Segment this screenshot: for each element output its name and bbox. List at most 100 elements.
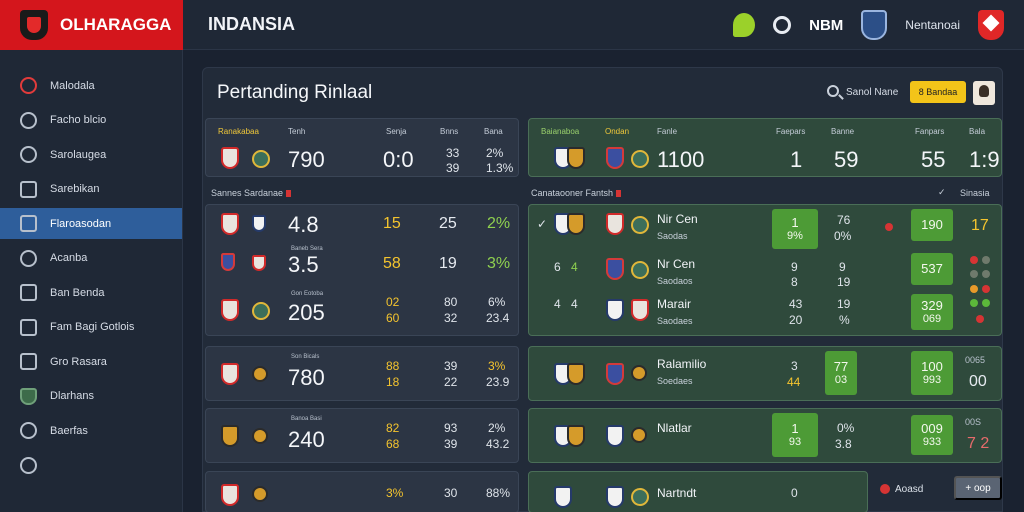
check-icon: ✓ [537, 217, 548, 231]
sidebar-item-5[interactable]: Acanba [0, 243, 182, 274]
shield-icon[interactable] [861, 10, 888, 40]
team-crest-icon [221, 484, 239, 506]
chevron-down-icon[interactable]: ✓ [938, 187, 946, 197]
odds-box[interactable]: 190 [911, 209, 953, 241]
match-stat: 25 [439, 215, 457, 232]
team-name: Marair [657, 297, 692, 311]
sidebar-item-6[interactable]: Ban Benda [0, 277, 182, 308]
match-stat: 18 [386, 375, 400, 389]
avatar[interactable] [973, 81, 995, 105]
team-crest-icon [631, 365, 647, 381]
odds-box[interactable]: 77 03 [825, 351, 857, 395]
sidebar-item-2[interactable]: Sarolaugea [0, 139, 182, 170]
sidebar-item-label: Fam Bagi Gotlois [50, 321, 135, 333]
team-crest-icon [252, 428, 268, 444]
col-header: Senja [386, 127, 407, 136]
right-match-group[interactable]: ✓ Nir Cen Saodas 1 9% 76 0% 190 17 6 4 Nr… [528, 204, 1002, 336]
team-crest-icon [606, 147, 624, 169]
left-match-card[interactable]: Son Bicals 780 88 18 39 22 3% 23.9 [205, 346, 519, 401]
match-value: 205 [288, 300, 325, 325]
odds-top: 1 [791, 215, 799, 230]
sidebar-item-7[interactable]: Fam Bagi Gotlois [0, 312, 182, 343]
sidebar-item-help[interactable] [0, 450, 182, 481]
col-header: Ranakabaa [218, 127, 259, 136]
user-name[interactable]: Nentanoai [905, 18, 960, 32]
club-crest-icon [20, 10, 48, 40]
team-crest-icon [221, 213, 239, 235]
sidebar-item-3[interactable]: Sarebikan [0, 174, 182, 205]
team-crest-icon [606, 363, 624, 385]
match-stat: 82 [386, 421, 400, 435]
team-crest-icon [221, 253, 235, 271]
team-crest-icon [221, 425, 239, 447]
sidebar-item-label: Sarebikan [50, 183, 100, 195]
filter-button[interactable]: 8 Bandaa [910, 81, 966, 103]
match-stat: 3% [386, 486, 404, 500]
match-stat: 6% [488, 295, 506, 309]
stat-value: 0065 [965, 355, 986, 365]
stat-value: 39 [446, 161, 460, 175]
team-sub: Saodaes [657, 316, 693, 326]
team-crest-icon [252, 215, 266, 232]
left-summary-card[interactable]: Ranakabaa Tenh Senja Bnns Bana 790 0:0 3… [205, 118, 519, 177]
right-summary-card[interactable]: Baianaboa Ondan Fanle Faepars Banne Fanp… [528, 118, 1002, 177]
sidebar-item-9[interactable]: Dlarhans [0, 381, 182, 412]
odds-box[interactable]: 1 9% [772, 209, 818, 249]
left-match-card[interactable]: 3% 30 88% [205, 471, 519, 512]
team-crest-icon [567, 425, 585, 447]
team-crest-icon [631, 488, 649, 506]
team-crest-icon [554, 486, 572, 508]
leaf-icon[interactable] [733, 13, 756, 37]
summary-value: 1100 [657, 147, 705, 172]
match-stat: 3% [488, 359, 506, 373]
header-code[interactable]: NBM [809, 16, 844, 34]
match-value: 3.5 [288, 252, 319, 277]
stat-value: 7 2 [967, 435, 990, 452]
left-match-card[interactable]: Banoa Basi 240 82 68 93 39 2% 43.2 [205, 408, 519, 463]
stat-value: 19 [837, 275, 851, 289]
match-stat: 2% [487, 215, 511, 232]
right-match-card[interactable]: Ralamilio Soedaes 3 44 77 03 100 993 0065 … [528, 346, 1002, 401]
red-shield-icon[interactable] [978, 10, 1004, 40]
sidebar-item-10[interactable]: Baerfas [0, 415, 182, 446]
sidebar-item-8[interactable]: Gro Rasara [0, 346, 182, 377]
section-label-right: Canataooner Fantsh [531, 188, 622, 198]
status-dot [885, 223, 893, 231]
sidebar-item-0[interactable]: Malodala [0, 70, 182, 101]
search-icon[interactable] [827, 85, 839, 97]
ring-icon[interactable] [773, 16, 792, 34]
odds-bottom: 933 [922, 436, 942, 448]
right-match-card[interactable]: Nlatlar 1 93 0% 3.8 009 933 00S 7 2 [528, 408, 1002, 463]
odds-box[interactable]: 537 [911, 253, 953, 285]
shield-outline-icon [20, 111, 37, 129]
odds-box[interactable]: 1 93 [772, 413, 818, 457]
match-stat: 58 [383, 255, 401, 272]
document-icon [20, 180, 37, 198]
add-button[interactable]: + oop [954, 476, 1002, 500]
summary-value: 1 [790, 147, 803, 172]
odds-box[interactable]: 329 069 [911, 294, 953, 330]
status-dot [970, 285, 978, 293]
left-match-group[interactable]: 4.8 15 25 2% Baneb Sera 3.5 58 19 3% Gon… [205, 204, 519, 336]
row-label: Baneb Sera [291, 246, 323, 252]
right-match-card[interactable]: Nartndt 0 [528, 471, 868, 512]
target-icon [20, 77, 37, 94]
stat-value: 2% [486, 146, 504, 160]
stat-value: 33 [446, 146, 460, 160]
match-stat: 32 [444, 311, 458, 325]
team-sub: Saodaos [657, 276, 693, 286]
sidebar-item-4[interactable]: Flaroasodan [0, 208, 182, 239]
team-crest-icon [606, 258, 624, 280]
team-crest-icon [606, 486, 624, 508]
odds-bottom: 069 [922, 313, 942, 325]
stat-value: % [839, 313, 850, 327]
odds-box[interactable]: 009 933 [911, 415, 953, 455]
brand[interactable]: OLHARAGGA [0, 0, 183, 50]
team-sub: Soedaes [657, 376, 693, 386]
odds-box[interactable]: 100 993 [911, 351, 953, 395]
search-label[interactable]: Sanol Nane [846, 87, 899, 98]
sidebar-item-1[interactable]: Facho blcio [0, 105, 182, 136]
row-label: Banoa Basi [291, 416, 322, 422]
col-header: Bnns [440, 127, 459, 136]
